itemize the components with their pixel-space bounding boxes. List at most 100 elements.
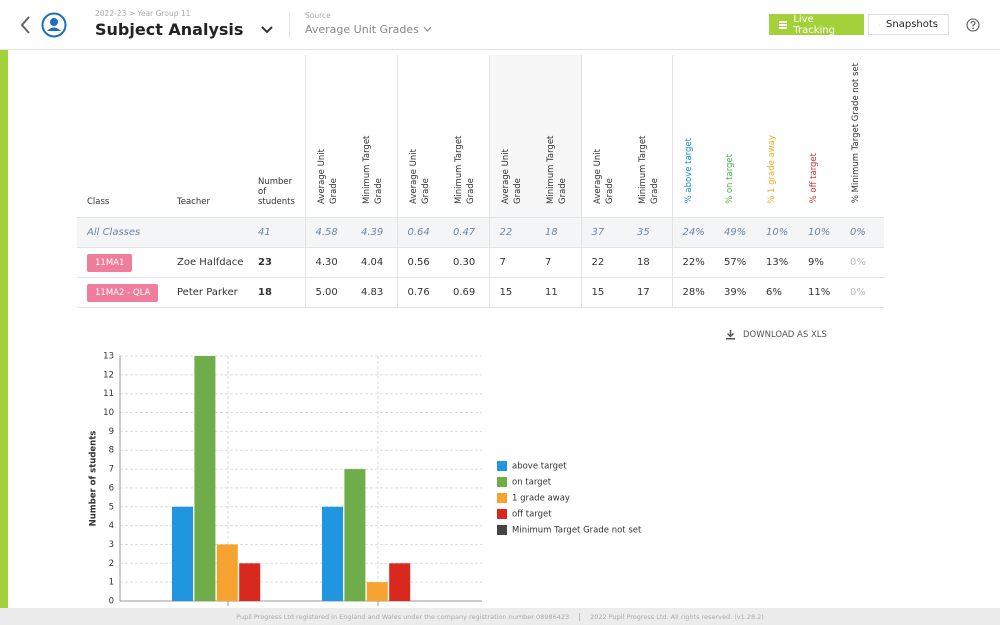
avatar[interactable] bbox=[41, 12, 67, 38]
column-header: Minimum Target Grade bbox=[443, 55, 489, 217]
cell-text: 15 bbox=[499, 286, 513, 298]
back-button[interactable] bbox=[18, 14, 32, 36]
download-button[interactable]: DOWNLOAD AS XLS bbox=[726, 330, 827, 340]
table-cell: 18 bbox=[248, 276, 305, 308]
legend-swatch bbox=[497, 461, 507, 471]
help-button[interactable] bbox=[966, 18, 980, 32]
bar bbox=[344, 469, 366, 601]
cell-text: 24% bbox=[682, 226, 705, 238]
cell-text: 18 bbox=[545, 226, 558, 238]
table-cell: 28% bbox=[671, 276, 714, 308]
table-cell: 17 bbox=[627, 276, 672, 308]
cell-text: 13% bbox=[766, 256, 789, 268]
divider bbox=[289, 12, 290, 38]
column-header-text: Minimum Target Grade bbox=[454, 135, 476, 204]
table-cell: 15 bbox=[488, 276, 535, 308]
cell-text: 39% bbox=[724, 286, 747, 298]
table-cell: 57% bbox=[714, 246, 756, 277]
y-tick-label: 10 bbox=[103, 408, 114, 418]
column-header: Average Unit Grade bbox=[580, 55, 627, 217]
title-dropdown[interactable] bbox=[261, 25, 273, 35]
column-header: % Minimum Target Grade not set bbox=[840, 55, 884, 217]
cell-text: 4.04 bbox=[361, 256, 384, 268]
bar bbox=[366, 582, 388, 601]
y-tick-label: 4 bbox=[109, 521, 114, 531]
column-header-text: Number of students bbox=[258, 176, 295, 207]
table-cell: All Classes bbox=[77, 216, 167, 247]
table-cell: 4.30 bbox=[304, 246, 351, 277]
column-header: % on target bbox=[714, 55, 756, 217]
legend-swatch bbox=[497, 509, 507, 519]
cell-text: 22 bbox=[591, 256, 605, 268]
table-cell: 41 bbox=[248, 216, 305, 247]
cell-text: 10% bbox=[808, 226, 831, 238]
cell-text: 7 bbox=[499, 256, 506, 268]
cell-text: 11% bbox=[808, 286, 831, 298]
column-header: Minimum Target Grade bbox=[351, 55, 397, 217]
table-cell bbox=[167, 216, 248, 247]
y-tick-label: 13 bbox=[103, 352, 114, 362]
footer: Pupil Progress Ltd registered in England… bbox=[0, 608, 1000, 625]
table-cell: 15 bbox=[580, 276, 627, 308]
cell-text: 0.64 bbox=[407, 226, 430, 238]
table-cell: 0.47 bbox=[443, 216, 489, 247]
column-header-text: % 1 grade away bbox=[767, 134, 777, 204]
class-badge[interactable]: 11MA1 bbox=[87, 253, 133, 272]
table-cell: 9% bbox=[798, 246, 840, 277]
legend-swatch bbox=[497, 493, 507, 503]
table-cell: 0.69 bbox=[443, 276, 489, 308]
table-cell: 0.30 bbox=[443, 246, 489, 277]
table-cell: 0% bbox=[840, 246, 884, 277]
table-cell: 7 bbox=[488, 246, 535, 277]
table-row: 11MA1 Zoe Halfdace 23 4.30 4.04 0.56 0.30 7 7 22 1… bbox=[77, 246, 884, 277]
copyright-text: 2022 Pupil Progress Ltd. All rights rese… bbox=[590, 612, 764, 621]
table-cell: 49% bbox=[714, 216, 756, 247]
cell-text: 0.56 bbox=[407, 256, 430, 268]
class-badge[interactable]: 11MA2 - QLA bbox=[87, 283, 159, 302]
y-tick-label: 3 bbox=[109, 540, 114, 550]
legend-label: 1 grade away bbox=[512, 494, 570, 504]
column-header-text: % Minimum Target Grade not set bbox=[851, 63, 861, 204]
live-tracking-button[interactable]: Live Tracking bbox=[769, 14, 864, 36]
table-cell: 5.00 bbox=[304, 276, 351, 308]
registration-text: Pupil Progress Ltd registered in England… bbox=[236, 612, 570, 621]
bar bbox=[239, 563, 261, 601]
cell-text: 18 bbox=[637, 256, 650, 268]
source-label: Source bbox=[305, 11, 331, 20]
top-bar: 2022-23 > Year Group 11 Subject Analysis… bbox=[0, 0, 1000, 50]
table-cell: 10% bbox=[756, 216, 798, 247]
cell-text: 11 bbox=[545, 286, 558, 298]
table-row: All Classes 41 4.58 4.39 0.64 0.47 22 18 37 35 24%… bbox=[77, 216, 884, 247]
table-cell: 37 bbox=[580, 216, 627, 247]
cell-text: 4.58 bbox=[315, 226, 338, 238]
cell-text: 0% bbox=[850, 256, 866, 268]
y-tick-label: 11 bbox=[103, 389, 114, 399]
source-select[interactable]: Average Unit Grades bbox=[305, 23, 432, 36]
table-cell: 0% bbox=[840, 276, 884, 308]
column-header: Teacher bbox=[167, 55, 248, 217]
table-cell: 39% bbox=[714, 276, 756, 308]
y-tick-label: 12 bbox=[103, 370, 114, 380]
cell-text: 28% bbox=[682, 286, 705, 298]
cell-text: 0% bbox=[850, 226, 866, 238]
column-header-text: Minimum Target Grade bbox=[638, 135, 660, 204]
column-header-text: Class bbox=[87, 196, 110, 207]
y-axis-label: Number of students bbox=[89, 431, 99, 527]
cell-text: 10% bbox=[766, 226, 789, 238]
snapshots-button[interactable]: Snapshots bbox=[868, 14, 949, 35]
cell-text: All Classes bbox=[87, 226, 141, 238]
y-tick-label: 2 bbox=[109, 559, 114, 569]
footer-divider bbox=[579, 612, 581, 621]
table-cell: 0.64 bbox=[396, 216, 443, 247]
bar bbox=[216, 544, 238, 601]
column-header-text: Minimum Target Grade bbox=[546, 135, 568, 204]
table-cell: 4.39 bbox=[351, 216, 397, 247]
table-cell: 13% bbox=[756, 246, 798, 277]
column-header-text: Average Unit Grade bbox=[500, 148, 523, 204]
legend-label: on target bbox=[512, 478, 552, 488]
table-cell: 11% bbox=[798, 276, 840, 308]
table-row: 11MA2 - QLA Peter Parker 18 5.00 4.83 0.76 0.6… bbox=[77, 276, 884, 308]
table-cell: 18 bbox=[627, 246, 672, 277]
cell-text: Peter Parker bbox=[177, 286, 238, 298]
